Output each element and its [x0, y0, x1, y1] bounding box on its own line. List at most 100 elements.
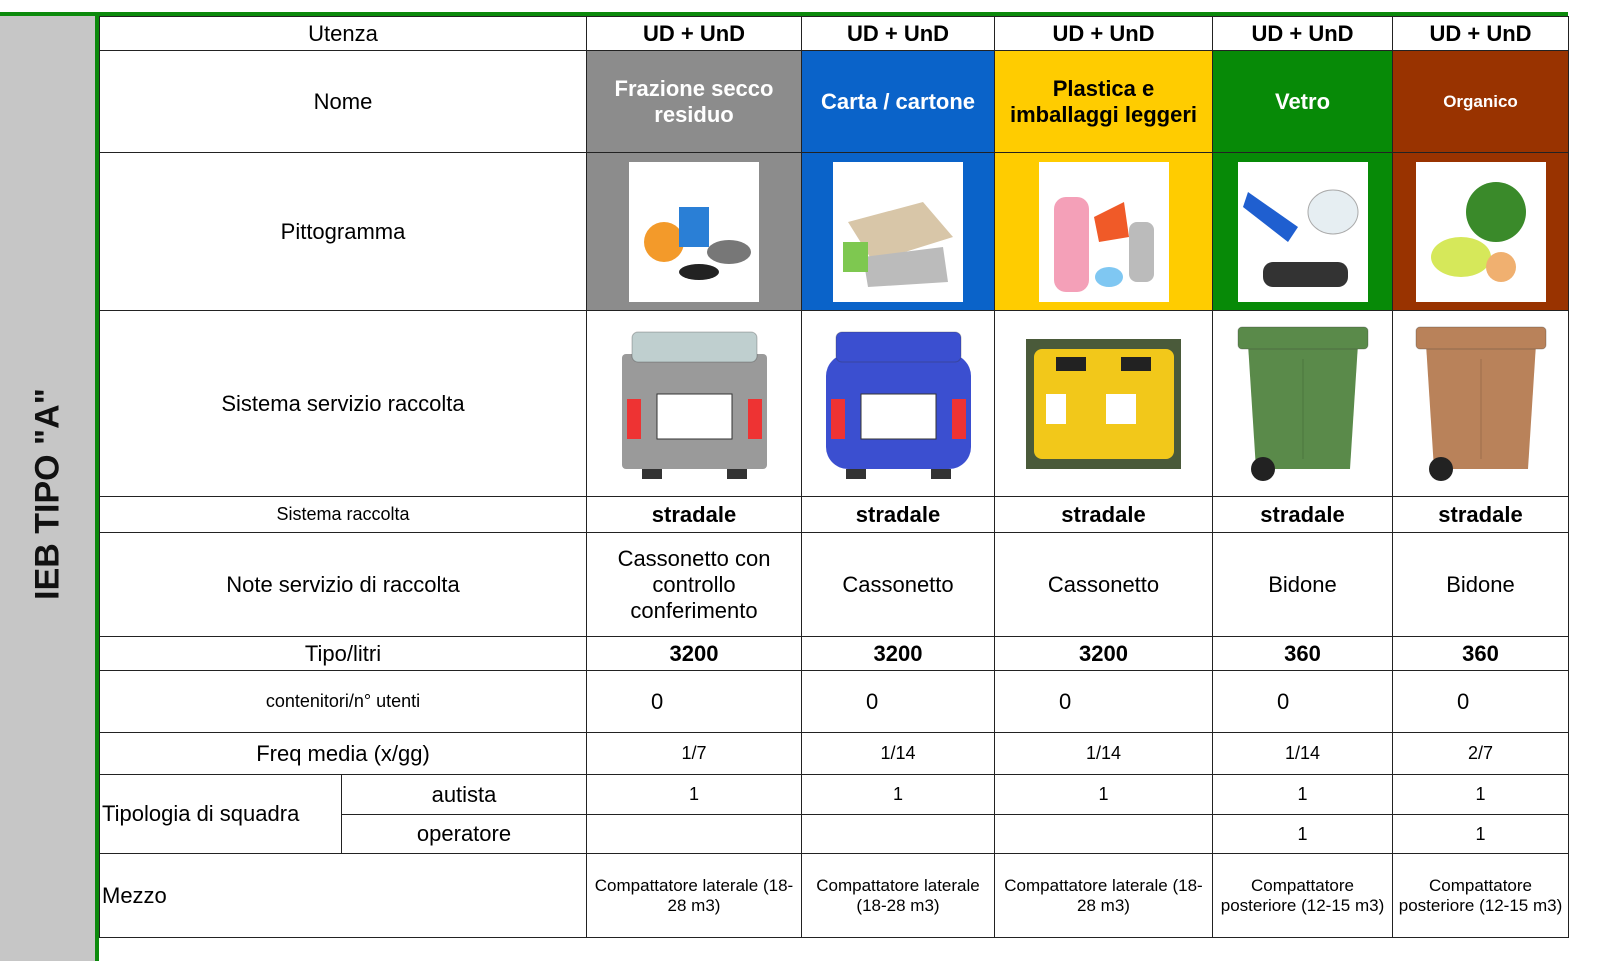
table-cell: Cassonetto: [801, 532, 995, 637]
illustration: [1237, 161, 1368, 302]
table-cell: Plastica e imballaggi leggeri: [994, 50, 1213, 153]
table-row: Note servizio di raccolta Cassonetto con …: [99, 532, 1569, 637]
table-cell: 2/7: [1392, 732, 1569, 775]
illustration: [1415, 326, 1546, 481]
table-cell: 1/14: [801, 732, 995, 775]
table-cell: 1: [801, 774, 995, 815]
row-label: Note servizio di raccolta: [99, 532, 587, 637]
image-cell: [1392, 152, 1569, 311]
table-cell: 0: [586, 670, 802, 733]
table-row: Nome Frazione secco residuo Carta / carton…: [99, 50, 1569, 153]
illustration: [1415, 161, 1546, 302]
table-row: Mezzo Compattatore laterale (18-28 m3) Com…: [99, 853, 1569, 938]
row-label: Tipo/litri: [99, 636, 587, 671]
table-cell: Compattatore posteriore (12-15 m3): [1212, 853, 1393, 938]
table-row: Tipo/litri 3200 3200 3200 360 360: [99, 636, 1569, 671]
table-cell: UD + UnD: [586, 16, 802, 51]
top-border: [0, 12, 1568, 16]
table-cell: Cassonetto: [994, 532, 1213, 637]
row-label: Freq media (x/gg): [99, 732, 587, 775]
table-cell: stradale: [994, 496, 1213, 533]
illustration: [833, 161, 963, 302]
table-cell: [801, 814, 995, 854]
table-cell: 1: [994, 774, 1213, 815]
side-panel: IEB TIPO "A": [0, 14, 95, 961]
table-cell: 0: [1212, 670, 1393, 733]
row-label: Utenza: [99, 16, 587, 51]
table-cell: stradale: [1212, 496, 1393, 533]
table-cell: stradale: [1392, 496, 1569, 533]
table-cell: UD + UnD: [1212, 16, 1393, 51]
table-cell: 1/14: [994, 732, 1213, 775]
image-cell: [586, 152, 802, 311]
table-cell: 1: [586, 774, 802, 815]
image-cell: [801, 152, 995, 311]
table-cell: UD + UnD: [994, 16, 1213, 51]
table-cell: 360: [1212, 636, 1393, 671]
table-cell: 0: [1392, 670, 1569, 733]
row-label: Mezzo: [99, 853, 587, 938]
table-cell: Organico: [1392, 50, 1569, 153]
table-cell: 3200: [801, 636, 995, 671]
table-cell: 3200: [994, 636, 1213, 671]
table-cell: 1: [1212, 814, 1393, 854]
table-row: Sistema raccolta stradale stradale stradale…: [99, 496, 1569, 533]
table-cell: Frazione secco residuo: [586, 50, 802, 153]
table-row: Freq media (x/gg) 1/7 1/14 1/14 1/14 2/7: [99, 732, 1569, 775]
table-cell: [994, 814, 1213, 854]
illustration: [621, 331, 767, 479]
image-cell: [586, 310, 802, 497]
left-border: [95, 12, 99, 961]
service-table: Utenza UD + UnD UD + UnD UD + UnD UD + UnD UD…: [99, 16, 1569, 938]
illustration: [1038, 161, 1169, 302]
row-label: Pittogramma: [99, 152, 587, 311]
table-cell: Cassonetto con controllo conferimento: [586, 532, 802, 637]
table-cell: Bidone: [1212, 532, 1393, 637]
illustration: [629, 161, 759, 302]
table-row: Utenza UD + UnD UD + UnD UD + UnD UD + UnD UD…: [99, 16, 1569, 51]
image-cell: [801, 310, 995, 497]
table-row: Pittogramma: [99, 152, 1569, 311]
table-cell: Compattatore laterale (18-28 m3): [994, 853, 1213, 938]
table-cell: Compattatore laterale (18-28 m3): [801, 853, 995, 938]
row-label: Nome: [99, 50, 587, 153]
image-cell: [994, 310, 1213, 497]
table-cell: 1: [1392, 814, 1569, 854]
row-label: contenitori/n° utenti: [99, 670, 587, 733]
table-cell: Compattatore posteriore (12-15 m3): [1392, 853, 1569, 938]
table-cell: [586, 814, 802, 854]
table-cell: 0: [994, 670, 1213, 733]
table-cell: UD + UnD: [801, 16, 995, 51]
row-label: Sistema servizio raccolta: [99, 310, 587, 497]
table-cell: 360: [1392, 636, 1569, 671]
table-cell: 3200: [586, 636, 802, 671]
table-row: contenitori/n° utenti 0 0 0 0 0: [99, 670, 1569, 733]
table-cell: Vetro: [1212, 50, 1393, 153]
row-label: autista: [341, 774, 587, 815]
row-group-label: Tipologia di squadra: [99, 774, 342, 854]
table-cell: Bidone: [1392, 532, 1569, 637]
table-cell: stradale: [586, 496, 802, 533]
illustration: [1026, 338, 1181, 469]
table-cell: Carta / cartone: [801, 50, 995, 153]
table-cell: 1: [1212, 774, 1393, 815]
table-cell: 1: [1392, 774, 1569, 815]
illustration: [825, 331, 971, 479]
row-label: operatore: [341, 814, 587, 854]
table-row: Sistema servizio raccolta: [99, 310, 1569, 497]
image-cell: [1212, 152, 1393, 311]
table-cell: 1/7: [586, 732, 802, 775]
table-cell: stradale: [801, 496, 995, 533]
image-cell: [994, 152, 1213, 311]
illustration: [1237, 326, 1368, 481]
side-label: IEB TIPO "A": [28, 388, 67, 600]
row-label: Sistema raccolta: [99, 496, 587, 533]
table-cell: 0: [801, 670, 995, 733]
image-cell: [1212, 310, 1393, 497]
image-cell: [1392, 310, 1569, 497]
table-cell: Compattatore laterale (18-28 m3): [586, 853, 802, 938]
table-cell: 1/14: [1212, 732, 1393, 775]
table-cell: UD + UnD: [1392, 16, 1569, 51]
table-row: Tipologia di squadra autista 1 1 1 1 1: [99, 774, 1569, 854]
